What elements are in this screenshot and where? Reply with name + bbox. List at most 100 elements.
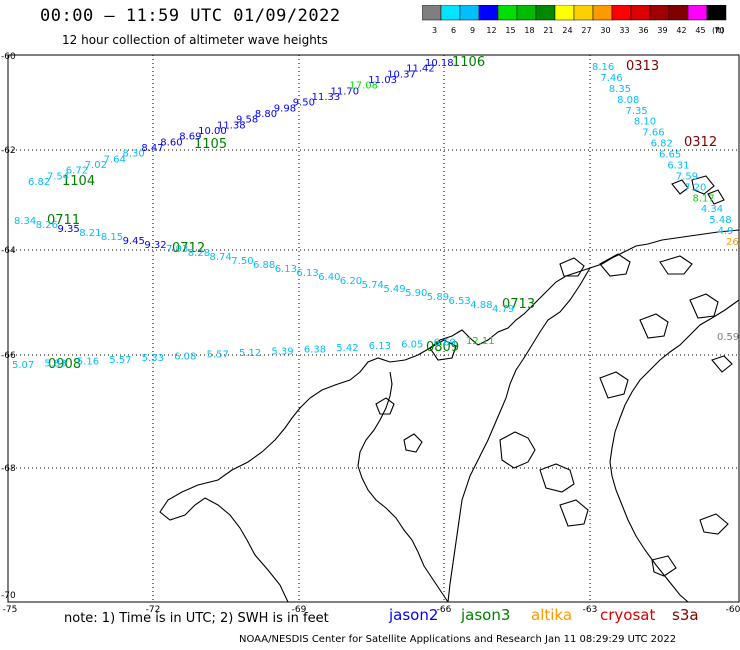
- footer-credit: NOAA/NESDIS Center for Satellite Applica…: [239, 634, 677, 645]
- right-track-value: 6.31: [667, 160, 689, 171]
- middle-track-value: 6.13: [275, 264, 297, 275]
- right-track-value: 4.9: [718, 226, 734, 237]
- right-track-value: 7.66: [642, 128, 664, 139]
- middle-track-value: 5.89: [427, 292, 449, 303]
- colorbar-unit: (ft): [712, 26, 724, 35]
- lon-axis-labels: -75 -72 -69 -66 -63 -60: [3, 605, 740, 615]
- pass-label: 1106: [452, 55, 485, 70]
- map-subtitle: 12 hour collection of altimeter wave hei…: [62, 33, 328, 47]
- lower-track-value: 6.38: [304, 345, 326, 356]
- upper-track-value: 7.54: [47, 171, 69, 182]
- upper-track-value: 11.03: [368, 75, 397, 86]
- lower-track-value: 12.11: [466, 336, 495, 347]
- upper-track-value: 8.47: [141, 143, 163, 154]
- colorbar-tick-label: 36: [638, 26, 648, 35]
- colorbar-tick-label: 27: [581, 26, 591, 35]
- lower-track-value: 5.07: [12, 360, 34, 371]
- pass-label: 0712: [172, 241, 205, 256]
- colorbar-tick-label: 45: [695, 26, 705, 35]
- pass-label: 0711: [47, 213, 80, 228]
- middle-track-value: 6.13: [297, 268, 319, 279]
- upper-track-value: 6.72: [66, 166, 88, 177]
- note-text: note: 1) Time is in UTC; 2) SWH is in fe…: [64, 611, 329, 626]
- pass-label: 0908: [48, 357, 81, 372]
- pass-label: 0809: [426, 340, 459, 355]
- upper-track-value: 8.60: [160, 137, 182, 148]
- middle-track-value: 6.20: [340, 276, 362, 287]
- pass-label: 0312: [684, 135, 717, 150]
- lon-label: -66: [437, 605, 452, 615]
- right-track-value: 6.65: [659, 150, 681, 161]
- colorbar-tick-label: 9: [470, 26, 475, 35]
- middle-track-value: 6.40: [318, 272, 340, 283]
- middle-track-value: 7.93: [166, 244, 188, 255]
- colorbar-tick-label: 24: [562, 26, 572, 35]
- lower-track-value: 5.16: [77, 357, 99, 368]
- upper-track-value: 9.58: [236, 115, 258, 126]
- right-track-value: 7.20: [684, 182, 706, 193]
- upper-track-value: 8.80: [255, 109, 277, 120]
- upper-track-value: 9.98: [274, 103, 296, 114]
- upper-track-value: 8.30: [123, 149, 145, 160]
- right-track-value: 5.48: [709, 215, 731, 226]
- upper-track-value: 6.82: [28, 177, 50, 188]
- middle-track-value: 8.26: [36, 220, 58, 231]
- upper-track-value: 11.42: [406, 64, 435, 75]
- upper-track-value: 11.38: [217, 120, 246, 131]
- pass-label: 1104: [62, 174, 95, 189]
- lon-label: -69: [292, 605, 307, 615]
- lat-label: -62: [1, 146, 16, 156]
- upper-track-value: 17.08: [349, 81, 378, 92]
- right-track-value: 4.34: [701, 204, 723, 215]
- lower-track-value: 5.33: [142, 353, 164, 364]
- right-track-value: 8.10: [634, 117, 656, 128]
- upper-track-value: 8.69: [179, 132, 201, 143]
- colorbar-tick-label: 3: [432, 26, 437, 35]
- right-track-value: 8.16: [592, 62, 614, 73]
- colorbar-tick-label: 15: [505, 26, 515, 35]
- lat-label: -60: [1, 52, 16, 62]
- lower-track-value: 5.57: [109, 355, 131, 366]
- lat-label: -68: [1, 464, 16, 474]
- graticule: [8, 55, 739, 602]
- map-border: [7, 54, 740, 603]
- lower-track-value: 5.42: [336, 343, 358, 354]
- middle-track-value: 7.50: [231, 256, 253, 267]
- colorbar-tick-label: 39: [657, 26, 667, 35]
- middle-track-value: 8.34: [14, 216, 36, 227]
- right-track-value: 8.17: [693, 193, 715, 204]
- coastline: [159, 175, 740, 603]
- sat-jason3: jason3: [461, 606, 511, 624]
- middle-track-value: 8.15: [101, 232, 123, 243]
- lat-axis-labels: -60 -62 -64 -66 -68 -70: [1, 52, 16, 601]
- lower-track-value: 5.57: [207, 350, 229, 361]
- upper-track-value: 7.64: [104, 154, 126, 165]
- colorbar-tick-label: 33: [619, 26, 629, 35]
- colorbar-tick-label: 18: [524, 26, 534, 35]
- lon-label: -60: [726, 605, 740, 615]
- middle-track-value: 9.32: [144, 240, 166, 251]
- middle-track-value: 5.90: [405, 288, 427, 299]
- pass-labels: 1104 1105 1106 0313 0312 0711 0712 0713 …: [47, 55, 717, 372]
- lower-track-value: 5.12: [239, 348, 261, 359]
- lower-track-value: 5.83: [44, 358, 66, 369]
- upper-track-value: 10.18: [425, 58, 454, 69]
- middle-track-value: 6.53: [449, 296, 471, 307]
- lower-track-value: 5.39: [271, 346, 293, 357]
- pass-label: 0313: [626, 59, 659, 74]
- wave-height-tracks: 6.827.546.727.027.648.308.478.608.6910.0…: [12, 58, 739, 371]
- right-track-value: 26: [726, 237, 739, 248]
- colorbar-tick-label: 30: [600, 26, 610, 35]
- right-track-value: 8.08: [617, 95, 639, 106]
- lower-track-value: 6.69: [434, 338, 456, 349]
- colorbar-legend: 3 6 9 12 15 18 21 24 27 30 33 36 39 42 45 70(ft): [422, 5, 727, 35]
- upper-track-value: 11.33: [312, 92, 341, 103]
- lon-label: -63: [583, 605, 598, 615]
- sat-s3a: s3a: [672, 606, 699, 624]
- sat-altika: altika: [531, 606, 573, 624]
- lower-track-value: 6.08: [174, 351, 196, 362]
- upper-track-value: 10.37: [387, 69, 416, 80]
- middle-track-value: 8.21: [79, 228, 101, 239]
- right-track-value: 8.35: [609, 84, 631, 95]
